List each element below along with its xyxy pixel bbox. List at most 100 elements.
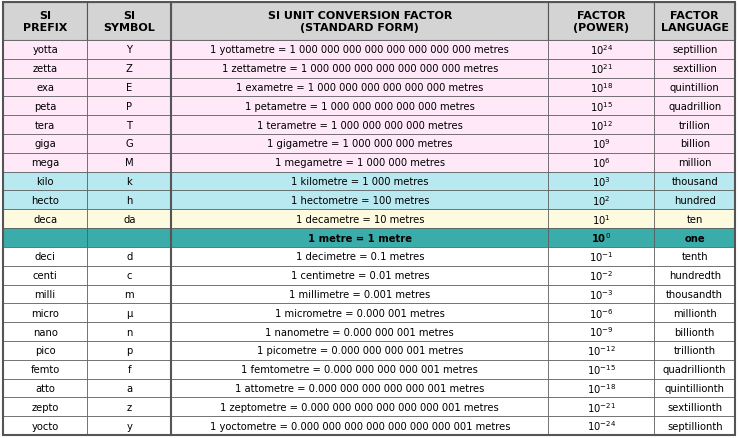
Bar — [3, 78, 87, 97]
Bar — [548, 60, 655, 78]
Text: SI UNIT CONVERSION FACTOR
(STANDARD FORM): SI UNIT CONVERSION FACTOR (STANDARD FORM… — [268, 11, 452, 33]
Bar — [171, 191, 548, 210]
Bar — [87, 397, 171, 416]
Text: 1 yoctometre = 0.000 000 000 000 000 000 000 001 metres: 1 yoctometre = 0.000 000 000 000 000 000… — [210, 420, 510, 431]
Text: 1 zettametre = 1 000 000 000 000 000 000 000 metres: 1 zettametre = 1 000 000 000 000 000 000… — [221, 64, 498, 74]
Text: 1 gigametre = 1 000 000 000 metres: 1 gigametre = 1 000 000 000 metres — [267, 139, 452, 149]
Text: exa: exa — [36, 83, 54, 93]
Text: k: k — [126, 177, 132, 187]
Text: f: f — [128, 364, 131, 374]
Bar — [655, 266, 735, 285]
Text: tenth: tenth — [681, 252, 708, 262]
Text: deca: deca — [33, 214, 57, 224]
Text: quintillion: quintillion — [670, 83, 720, 93]
Bar — [3, 153, 87, 172]
Bar — [655, 397, 735, 416]
Bar — [171, 116, 548, 135]
Bar — [655, 172, 735, 191]
Text: 1 picometre = 0.000 000 000 001 metres: 1 picometre = 0.000 000 000 001 metres — [257, 346, 463, 356]
Bar — [3, 360, 87, 379]
Text: kilo: kilo — [36, 177, 54, 187]
Text: quintillionth: quintillionth — [665, 383, 725, 393]
Text: billionth: billionth — [675, 327, 715, 337]
Text: T: T — [126, 120, 132, 131]
Text: centi: centi — [32, 271, 58, 280]
Bar — [655, 247, 735, 266]
Bar — [171, 78, 548, 97]
Text: mega: mega — [31, 158, 59, 168]
Text: 10$^{6}$: 10$^{6}$ — [592, 156, 611, 170]
Text: 10$^{-3}$: 10$^{-3}$ — [589, 287, 614, 301]
Bar — [171, 41, 548, 60]
Bar — [548, 229, 655, 247]
Bar — [87, 247, 171, 266]
Text: 1 centimetre = 0.01 metres: 1 centimetre = 0.01 metres — [291, 271, 430, 280]
Bar — [87, 210, 171, 229]
Text: Y: Y — [126, 45, 132, 55]
Bar — [3, 285, 87, 304]
Bar — [548, 341, 655, 360]
Bar — [655, 285, 735, 304]
Text: 10$^{-18}$: 10$^{-18}$ — [587, 381, 616, 395]
Text: 10$^{15}$: 10$^{15}$ — [590, 100, 613, 113]
Text: da: da — [123, 214, 136, 224]
Text: Z: Z — [126, 64, 133, 74]
Text: ten: ten — [686, 214, 703, 224]
Bar — [655, 153, 735, 172]
Text: thousandth: thousandth — [666, 289, 723, 299]
Text: 1 attometre = 0.000 000 000 000 000 001 metres: 1 attometre = 0.000 000 000 000 000 001 … — [235, 383, 485, 393]
Bar — [171, 172, 548, 191]
Bar — [655, 3, 735, 41]
Bar — [548, 210, 655, 229]
Bar — [3, 172, 87, 191]
Text: pico: pico — [35, 346, 55, 356]
Text: 1 hectometre = 100 metres: 1 hectometre = 100 metres — [291, 195, 429, 205]
Bar — [3, 229, 87, 247]
Bar — [87, 60, 171, 78]
Bar — [548, 41, 655, 60]
Text: 10$^{-1}$: 10$^{-1}$ — [589, 250, 614, 264]
Bar — [171, 210, 548, 229]
Bar — [548, 379, 655, 397]
Text: trillion: trillion — [679, 120, 711, 131]
Bar — [171, 97, 548, 116]
Bar — [548, 322, 655, 341]
Text: 10$^{24}$: 10$^{24}$ — [590, 43, 613, 57]
Bar — [655, 97, 735, 116]
Bar — [171, 3, 548, 41]
Bar — [87, 266, 171, 285]
Text: 10$^{0}$: 10$^{0}$ — [591, 231, 611, 245]
Bar — [548, 416, 655, 435]
Bar — [548, 97, 655, 116]
Bar — [87, 341, 171, 360]
Text: billion: billion — [680, 139, 710, 149]
Text: 1 decametre = 10 metres: 1 decametre = 10 metres — [296, 214, 424, 224]
Bar — [3, 3, 87, 41]
Bar — [171, 135, 548, 153]
Bar — [87, 304, 171, 322]
Text: μ: μ — [126, 308, 132, 318]
Bar — [3, 416, 87, 435]
Text: trillionth: trillionth — [674, 346, 716, 356]
Text: 10$^{2}$: 10$^{2}$ — [592, 194, 610, 207]
Text: E: E — [126, 83, 132, 93]
Bar — [3, 304, 87, 322]
Bar — [171, 266, 548, 285]
Bar — [3, 97, 87, 116]
Text: 1 petametre = 1 000 000 000 000 000 metres: 1 petametre = 1 000 000 000 000 000 metr… — [245, 102, 475, 112]
Bar — [655, 322, 735, 341]
Bar — [655, 60, 735, 78]
Bar — [87, 135, 171, 153]
Bar — [3, 60, 87, 78]
Bar — [87, 3, 171, 41]
Text: thousand: thousand — [672, 177, 718, 187]
Text: 1 megametre = 1 000 000 metres: 1 megametre = 1 000 000 metres — [275, 158, 445, 168]
Text: P: P — [126, 102, 132, 112]
Bar — [655, 229, 735, 247]
Text: tera: tera — [35, 120, 55, 131]
Bar — [171, 341, 548, 360]
Bar — [548, 266, 655, 285]
Bar — [548, 3, 655, 41]
Text: zetta: zetta — [32, 64, 58, 74]
Bar — [3, 191, 87, 210]
